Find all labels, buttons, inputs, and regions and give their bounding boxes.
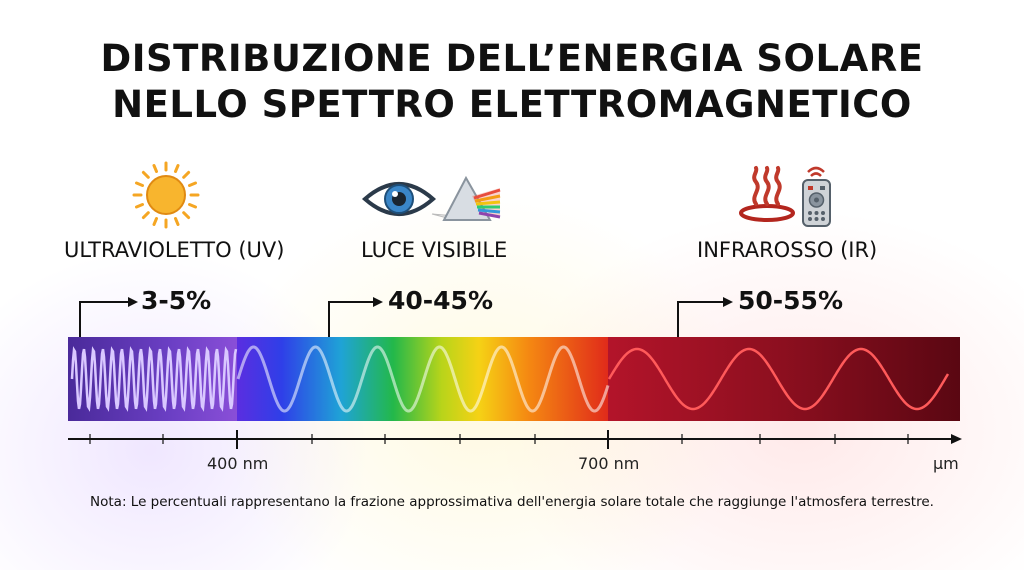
tick-label-um: µm <box>933 454 959 473</box>
heat-waves-icon <box>739 166 795 222</box>
title-line-1: DISTRIBUZIONE DELL’ENERGIA SOLARE <box>100 37 924 80</box>
prism-icon <box>431 175 501 221</box>
tick-label-400nm: 400 nm <box>207 454 269 473</box>
tick-label-700nm: 700 nm <box>578 454 640 473</box>
uv-band-label: ULTRAVIOLETTO (UV) <box>64 238 285 262</box>
footnote: Nota: Le percentuali rappresentano la fr… <box>90 494 934 510</box>
visible-pointer-arrow <box>328 297 383 337</box>
title-line-2: NELLO SPETTRO ELETTROMAGNETICO <box>112 83 912 126</box>
visible-percent: 40-45% <box>388 286 494 315</box>
ir-region <box>608 337 960 421</box>
uv-wave <box>70 346 238 412</box>
uv-percent: 3-5% <box>141 286 212 315</box>
visible-band-label: LUCE VISIBILE <box>361 238 508 262</box>
ir-pointer-arrow <box>677 297 733 337</box>
sun-icon <box>132 161 200 229</box>
visible-wave <box>236 345 610 413</box>
ir-wave <box>607 347 950 411</box>
ir-band-label: INFRAROSSO (IR) <box>697 238 878 262</box>
wavelength-axis <box>68 430 962 449</box>
uv-pointer-arrow <box>79 297 138 337</box>
ir-percent: 50-55% <box>738 286 844 315</box>
remote-control-icon <box>802 166 831 227</box>
eye-icon <box>361 182 437 216</box>
